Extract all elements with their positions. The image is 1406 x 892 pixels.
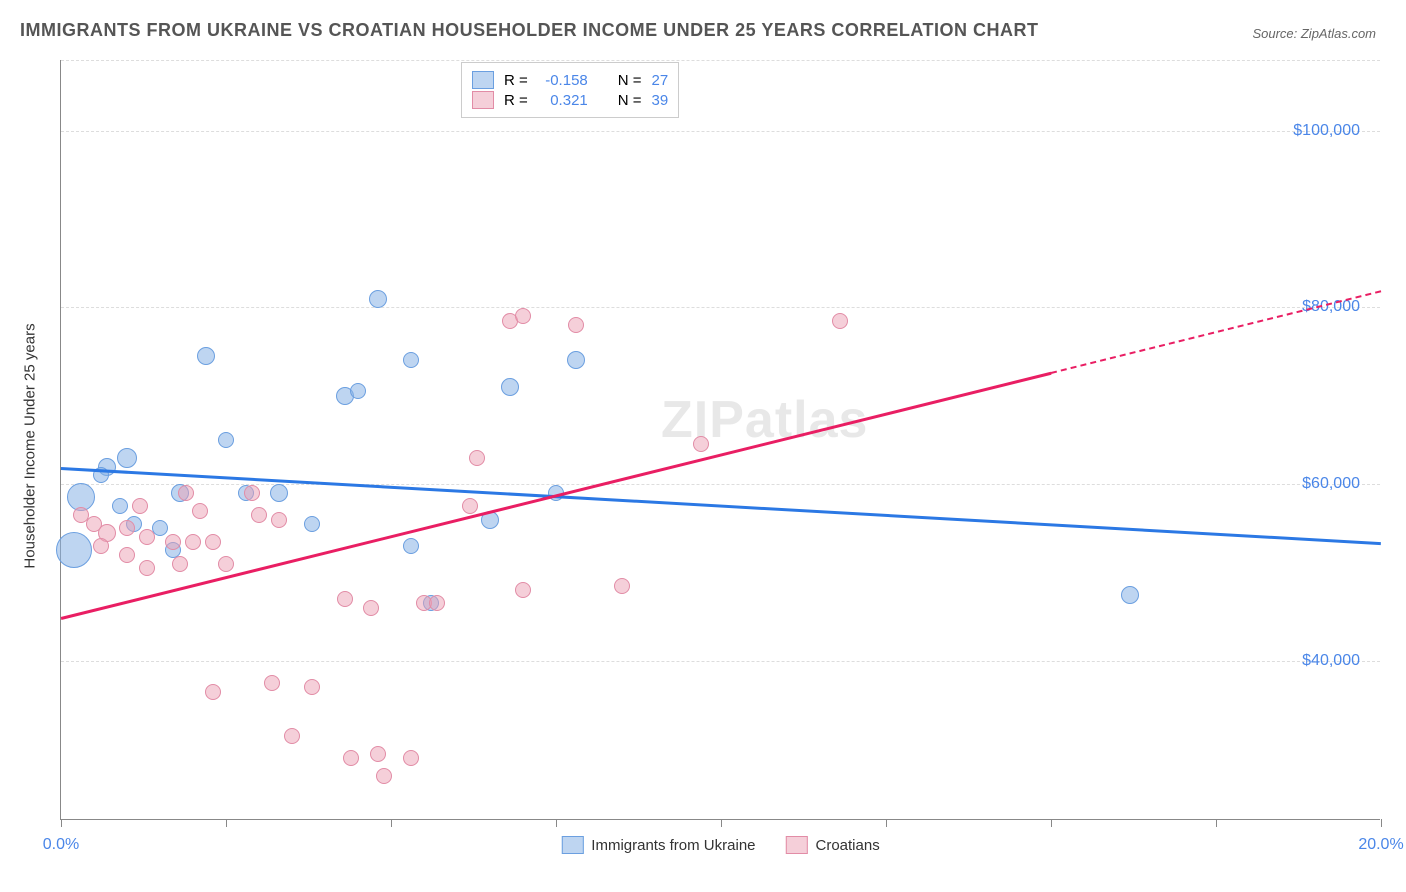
data-point <box>178 485 194 501</box>
y-axis-label: Householder Income Under 25 years <box>22 323 39 568</box>
trend-line <box>61 372 1052 620</box>
data-point <box>185 534 201 550</box>
data-point <box>832 313 848 329</box>
legend-stats: R = -0.158 N = 27 R = 0.321 N = 39 <box>461 62 679 118</box>
swatch-croatians <box>472 91 494 109</box>
x-tick <box>391 819 392 827</box>
r-value-ukraine: -0.158 <box>538 72 588 89</box>
y-tick-label: $60,000 <box>1302 475 1360 493</box>
plot-area: ZIPatlas R = -0.158 N = 27 R = 0.321 N =… <box>60 60 1380 820</box>
trend-line <box>1051 290 1381 374</box>
data-point <box>93 538 109 554</box>
legend-item-ukraine: Immigrants from Ukraine <box>561 836 755 854</box>
data-point <box>429 595 445 611</box>
data-point <box>271 512 287 528</box>
data-point <box>132 498 148 514</box>
data-point <box>363 600 379 616</box>
data-point <box>284 728 300 744</box>
x-tick <box>721 819 722 827</box>
data-point <box>205 534 221 550</box>
source-label: Source: ZipAtlas.com <box>1252 26 1376 41</box>
y-tick-label: $40,000 <box>1302 652 1360 670</box>
n-value-croatians: 39 <box>652 92 669 109</box>
data-point <box>112 498 128 514</box>
data-point <box>244 485 260 501</box>
n-label: N = <box>618 72 642 89</box>
x-tick-label: 0.0% <box>43 836 79 854</box>
x-tick <box>556 819 557 827</box>
legend-label-ukraine: Immigrants from Ukraine <box>591 837 755 854</box>
x-tick <box>1381 819 1382 827</box>
gridline <box>61 60 1380 61</box>
data-point <box>192 503 208 519</box>
data-point <box>350 383 366 399</box>
legend-row-ukraine: R = -0.158 N = 27 <box>472 71 668 89</box>
data-point <box>515 308 531 324</box>
x-tick <box>1216 819 1217 827</box>
watermark: ZIPatlas <box>661 390 868 450</box>
x-tick <box>886 819 887 827</box>
data-point <box>370 746 386 762</box>
x-tick-label: 20.0% <box>1358 836 1403 854</box>
data-point <box>462 498 478 514</box>
data-point <box>119 520 135 536</box>
data-point <box>614 578 630 594</box>
data-point <box>337 591 353 607</box>
legend-item-croatians: Croatians <box>786 836 880 854</box>
data-point <box>343 750 359 766</box>
data-point <box>165 534 181 550</box>
swatch-croatians-icon <box>786 836 808 854</box>
data-point <box>139 560 155 576</box>
data-point <box>119 547 135 563</box>
data-point <box>139 529 155 545</box>
data-point <box>568 317 584 333</box>
legend-bottom: Immigrants from Ukraine Croatians <box>561 836 879 854</box>
data-point <box>304 516 320 532</box>
data-point <box>304 679 320 695</box>
data-point <box>270 484 288 502</box>
gridline <box>61 484 1380 485</box>
y-tick-label: $100,000 <box>1293 122 1360 140</box>
swatch-ukraine-icon <box>561 836 583 854</box>
data-point <box>501 378 519 396</box>
data-point <box>218 556 234 572</box>
data-point <box>56 532 92 568</box>
data-point <box>515 582 531 598</box>
gridline <box>61 131 1380 132</box>
n-label: N = <box>618 92 642 109</box>
legend-row-croatians: R = 0.321 N = 39 <box>472 91 668 109</box>
data-point <box>403 352 419 368</box>
data-point <box>1121 586 1139 604</box>
gridline <box>61 307 1380 308</box>
x-tick <box>61 819 62 827</box>
data-point <box>197 347 215 365</box>
r-label: R = <box>504 92 528 109</box>
legend-label-croatians: Croatians <box>816 837 880 854</box>
data-point <box>403 538 419 554</box>
chart-title: IMMIGRANTS FROM UKRAINE VS CROATIAN HOUS… <box>20 20 1039 41</box>
swatch-ukraine <box>472 71 494 89</box>
n-value-ukraine: 27 <box>652 72 669 89</box>
data-point <box>376 768 392 784</box>
data-point <box>172 556 188 572</box>
gridline <box>61 661 1380 662</box>
data-point <box>567 351 585 369</box>
data-point <box>403 750 419 766</box>
data-point <box>264 675 280 691</box>
data-point <box>117 448 137 468</box>
data-point <box>693 436 709 452</box>
data-point <box>369 290 387 308</box>
r-label: R = <box>504 72 528 89</box>
x-tick <box>226 819 227 827</box>
data-point <box>469 450 485 466</box>
data-point <box>218 432 234 448</box>
trend-line <box>61 467 1381 545</box>
r-value-croatians: 0.321 <box>538 92 588 109</box>
data-point <box>251 507 267 523</box>
data-point <box>205 684 221 700</box>
x-tick <box>1051 819 1052 827</box>
